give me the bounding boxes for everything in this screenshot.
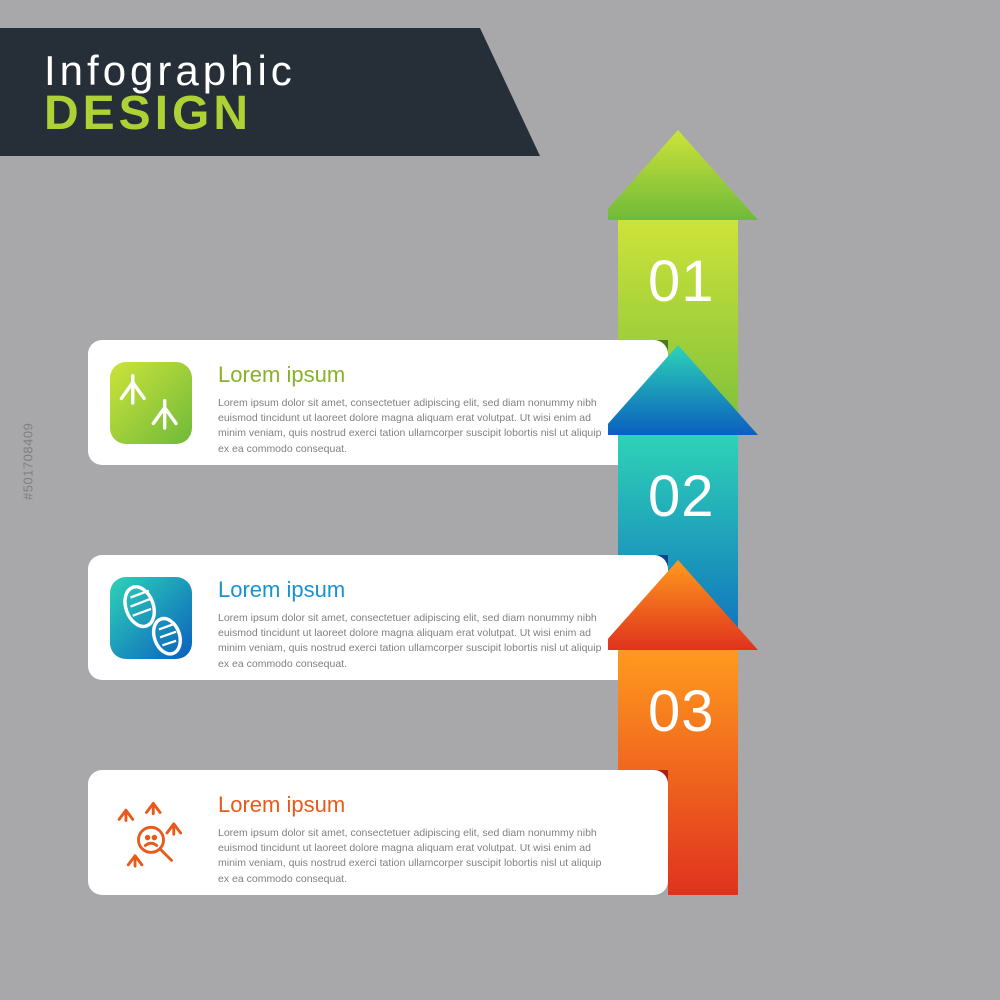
step-card: Lorem ipsum Lorem ipsum dolor sit amet, … bbox=[88, 770, 668, 895]
watermark-id: #501708409 bbox=[21, 423, 36, 500]
step-body: Lorem ipsum dolor sit amet, consectetuer… bbox=[218, 826, 608, 887]
step-03: 03 Lorem ipsum Lorem ipsum dolor sit ame… bbox=[88, 560, 888, 895]
tracks-magnify-icon bbox=[110, 792, 192, 874]
step-title: Lorem ipsum bbox=[218, 792, 638, 818]
header-title-line1: Infographic bbox=[44, 50, 540, 92]
